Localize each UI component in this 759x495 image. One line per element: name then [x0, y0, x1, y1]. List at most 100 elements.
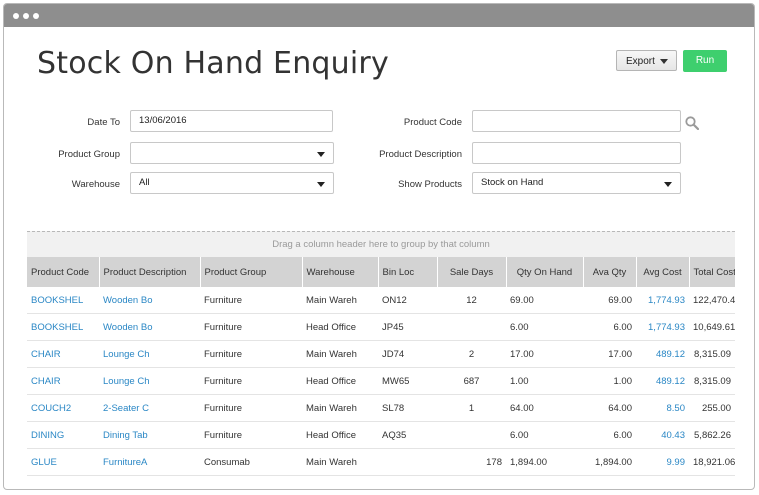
bin-loc-cell: SL78: [378, 394, 437, 422]
column-header[interactable]: Avg Cost: [636, 257, 690, 287]
product-group-cell: Furniture: [200, 394, 302, 422]
qty-on-hand-cell: 1.00: [506, 367, 583, 395]
window-dot-icon[interactable]: [33, 13, 39, 19]
app-window: Stock On Hand Enquiry Export Run Date To…: [3, 3, 755, 490]
search-icon[interactable]: [685, 116, 699, 130]
product-code-cell[interactable]: BOOKSHEL: [27, 287, 99, 314]
ava-qty-cell: 69.00: [583, 287, 636, 314]
product-group-cell: Furniture: [200, 421, 302, 449]
export-button[interactable]: Export: [616, 50, 677, 71]
qty-on-hand-cell: 17.00: [506, 340, 583, 368]
product-description-cell[interactable]: Wooden Bo: [99, 287, 200, 314]
ava-qty-cell: 64.00: [583, 394, 636, 422]
avg-cost-cell[interactable]: 9.99: [636, 448, 689, 476]
date-to-label: Date To: [87, 117, 120, 128]
group-by-drop-zone[interactable]: Drag a column header here to group by th…: [27, 231, 735, 258]
warehouse-cell: Head Office: [302, 313, 378, 341]
warehouse-cell: Main Wareh: [302, 448, 378, 476]
column-header[interactable]: Bin Loc: [378, 257, 438, 287]
bin-loc-cell: [378, 448, 437, 476]
product-description-cell[interactable]: Wooden Bo: [99, 313, 200, 341]
product-code-cell[interactable]: COUCH2: [27, 394, 99, 422]
table-row[interactable]: COUCH2 2-Seater C Furniture Main Wareh S…: [27, 394, 735, 422]
qty-on-hand-cell: 6.00: [506, 421, 583, 449]
chevron-down-icon: [664, 182, 672, 187]
product-code-cell[interactable]: CHAIR: [27, 340, 99, 368]
product-code-field[interactable]: [472, 110, 681, 132]
stock-grid: Product Code Product Description Product…: [27, 257, 736, 476]
qty-on-hand-cell: 1,894.00: [506, 448, 583, 476]
product-code-cell[interactable]: DINING: [27, 421, 99, 449]
window-titlebar: [4, 4, 754, 27]
date-to-field[interactable]: 13/06/2016: [130, 110, 333, 132]
column-header[interactable]: Warehouse: [302, 257, 379, 287]
avg-cost-cell[interactable]: 489.12: [636, 340, 689, 368]
sale-days-cell: 2: [437, 340, 506, 368]
sale-days-cell: [437, 421, 506, 449]
page-title: Stock On Hand Enquiry: [37, 46, 389, 81]
product-code-cell[interactable]: CHAIR: [27, 367, 99, 395]
product-description-cell[interactable]: Dining Tab: [99, 421, 200, 449]
avg-cost-cell[interactable]: 8.50: [636, 394, 689, 422]
qty-on-hand-cell: 6.00: [506, 313, 583, 341]
avg-cost-cell[interactable]: 40.43: [636, 421, 689, 449]
product-group-label: Product Group: [58, 149, 120, 160]
warehouse-label: Warehouse: [71, 179, 120, 190]
product-description-cell[interactable]: 2-Seater C: [99, 394, 200, 422]
sale-days-cell: 687: [437, 367, 506, 395]
sale-days-cell: 1: [437, 394, 506, 422]
bin-loc-cell: AQ35: [378, 421, 437, 449]
table-row[interactable]: BOOKSHEL Wooden Bo Furniture Head Office…: [27, 313, 735, 341]
bin-loc-cell: MW65: [378, 367, 437, 395]
chevron-down-icon: [660, 59, 668, 64]
warehouse-cell: Head Office: [302, 421, 378, 449]
table-row[interactable]: CHAIR Lounge Ch Furniture Head Office MW…: [27, 367, 735, 395]
sale-days-cell: 178: [437, 448, 506, 476]
grid-header-row: Product Code Product Description Product…: [27, 257, 736, 287]
product-group-cell: Furniture: [200, 287, 302, 314]
product-code-label: Product Code: [403, 117, 462, 128]
product-description-field[interactable]: [472, 142, 681, 164]
warehouse-cell: Main Wareh: [302, 287, 378, 314]
column-header[interactable]: Sale Days: [437, 257, 507, 287]
bin-loc-cell: ON12: [378, 287, 437, 314]
total-cost-cell: 255.00: [689, 394, 735, 422]
product-description-cell[interactable]: FurnitureA: [99, 448, 200, 476]
column-header[interactable]: Product Code: [27, 257, 100, 287]
product-description-label: Product Description: [379, 149, 462, 160]
column-header[interactable]: Product Description: [99, 257, 201, 287]
product-group-cell: Furniture: [200, 340, 302, 368]
avg-cost-cell[interactable]: 1,774.93: [636, 313, 689, 341]
column-header[interactable]: Total Cost: [689, 257, 736, 287]
column-header[interactable]: Qty On Hand: [506, 257, 584, 287]
table-row[interactable]: CHAIR Lounge Ch Furniture Main Wareh JD7…: [27, 340, 735, 368]
table-row[interactable]: BOOKSHEL Wooden Bo Furniture Main Wareh …: [27, 287, 735, 314]
qty-on-hand-cell: 64.00: [506, 394, 583, 422]
total-cost-cell: 5,862.26: [689, 421, 735, 449]
table-row[interactable]: GLUE FurnitureA Consumab Main Wareh 178 …: [27, 448, 735, 476]
window-dot-icon[interactable]: [13, 13, 19, 19]
run-button[interactable]: Run: [683, 50, 727, 72]
total-cost-cell: 18,921.06: [689, 448, 735, 476]
column-header[interactable]: Ava Qty: [583, 257, 637, 287]
product-code-cell[interactable]: GLUE: [27, 448, 99, 476]
ava-qty-cell: 1.00: [583, 367, 636, 395]
warehouse-select[interactable]: All: [130, 172, 334, 194]
product-group-cell: Consumab: [200, 448, 302, 476]
bin-loc-cell: JP45: [378, 313, 437, 341]
avg-cost-cell[interactable]: 1,774.93: [636, 287, 689, 314]
table-row[interactable]: DINING Dining Tab Furniture Head Office …: [27, 421, 735, 449]
warehouse-cell: Main Wareh: [302, 340, 378, 368]
window-dot-icon[interactable]: [23, 13, 29, 19]
product-group-select[interactable]: [130, 142, 334, 164]
sale-days-cell: [437, 313, 506, 341]
show-products-select[interactable]: Stock on Hand: [472, 172, 681, 194]
chevron-down-icon: [317, 182, 325, 187]
product-description-cell[interactable]: Lounge Ch: [99, 367, 200, 395]
product-code-cell[interactable]: BOOKSHEL: [27, 313, 99, 341]
ava-qty-cell: 1,894.00: [583, 448, 636, 476]
column-header[interactable]: Product Group: [200, 257, 303, 287]
avg-cost-cell[interactable]: 489.12: [636, 367, 689, 395]
export-button-label: Export: [626, 56, 655, 67]
product-description-cell[interactable]: Lounge Ch: [99, 340, 200, 368]
